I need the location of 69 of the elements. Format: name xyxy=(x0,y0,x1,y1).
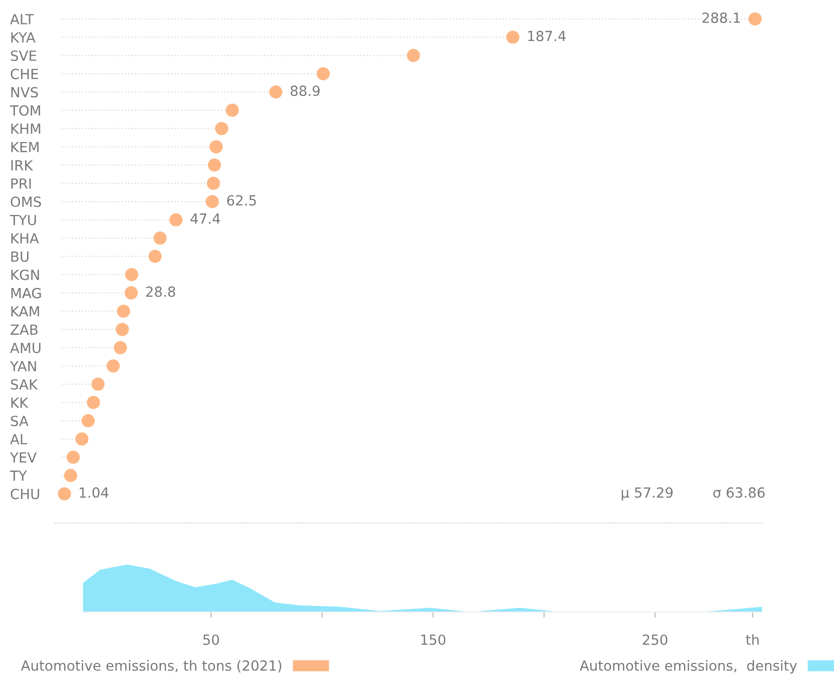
y-tick-label: TY xyxy=(10,470,27,481)
y-tick-label: NVS xyxy=(11,86,38,98)
point xyxy=(91,378,105,391)
point xyxy=(215,122,228,136)
y-tick-label: CHU xyxy=(10,488,40,500)
point xyxy=(169,213,183,226)
y-tick-label: CHE xyxy=(10,68,38,80)
point xyxy=(82,414,95,428)
y-tick-label: BU xyxy=(11,252,28,262)
point xyxy=(106,359,120,373)
y-tick-label: KYA xyxy=(11,32,36,42)
data-label: 1.04 xyxy=(80,487,108,498)
point xyxy=(210,140,223,154)
x-tick-label: 150 xyxy=(421,634,446,645)
point xyxy=(116,304,130,318)
point xyxy=(269,85,282,99)
y-tick-label: ZAB xyxy=(10,324,38,335)
y-tick-label: TOM xyxy=(10,105,40,116)
data-label: 187.4 xyxy=(528,30,566,42)
data-label: 288.1 xyxy=(702,12,740,23)
data-label: 88.9 xyxy=(290,86,320,96)
point xyxy=(406,48,420,62)
y-tick-label: KAM xyxy=(11,306,39,316)
point xyxy=(206,176,220,190)
point xyxy=(226,104,239,117)
x-tick-label: 250 xyxy=(642,634,668,645)
y-tick-label: YAN xyxy=(10,361,36,372)
x-tick-label: th xyxy=(746,634,759,645)
y-tick-label: KHM xyxy=(11,124,40,134)
y-tick-label: KEM xyxy=(11,142,39,152)
y-tick-label: SAK xyxy=(10,379,38,390)
y-tick-label: MAG xyxy=(11,288,41,298)
legend-label: Automotive emissions, th tons (2021) xyxy=(20,660,282,672)
y-tick-label: AMU xyxy=(10,342,40,354)
y-tick-label: TYU xyxy=(10,214,36,226)
data-label: 28.8 xyxy=(146,286,176,297)
legend-label: Automotive emissions, density xyxy=(580,660,797,674)
x-tick-label: 50 xyxy=(203,634,219,645)
point xyxy=(114,341,127,354)
point xyxy=(125,268,138,282)
y-tick-label: KGN xyxy=(11,270,39,280)
point xyxy=(124,286,138,300)
y-tick-label: AL xyxy=(10,434,28,444)
y-tick-label: KHA xyxy=(11,233,39,244)
y-tick-label: SA xyxy=(10,416,28,426)
y-tick-label: KK xyxy=(11,398,29,408)
point xyxy=(58,487,72,500)
point xyxy=(75,432,88,446)
point xyxy=(148,250,162,263)
point xyxy=(206,194,219,208)
point xyxy=(748,12,762,26)
y-tick-label: YEV xyxy=(10,452,37,463)
point xyxy=(64,468,78,482)
y-tick-label: PRI xyxy=(11,178,31,189)
point xyxy=(86,396,100,410)
point xyxy=(66,450,80,464)
point xyxy=(316,67,330,80)
data-label: 47.4 xyxy=(190,214,220,224)
point xyxy=(208,158,222,172)
annotation: σ 63.86 xyxy=(713,487,765,498)
y-tick-label: SVE xyxy=(10,50,36,61)
annotation: μ 57.29 xyxy=(622,487,673,500)
point xyxy=(154,232,167,245)
point xyxy=(506,30,520,44)
point xyxy=(116,322,129,336)
data-label: 62.5 xyxy=(227,195,256,206)
y-tick-label: OMS xyxy=(10,196,41,208)
y-tick-label: IRK xyxy=(11,160,34,170)
y-tick-label: ALT xyxy=(10,14,34,24)
